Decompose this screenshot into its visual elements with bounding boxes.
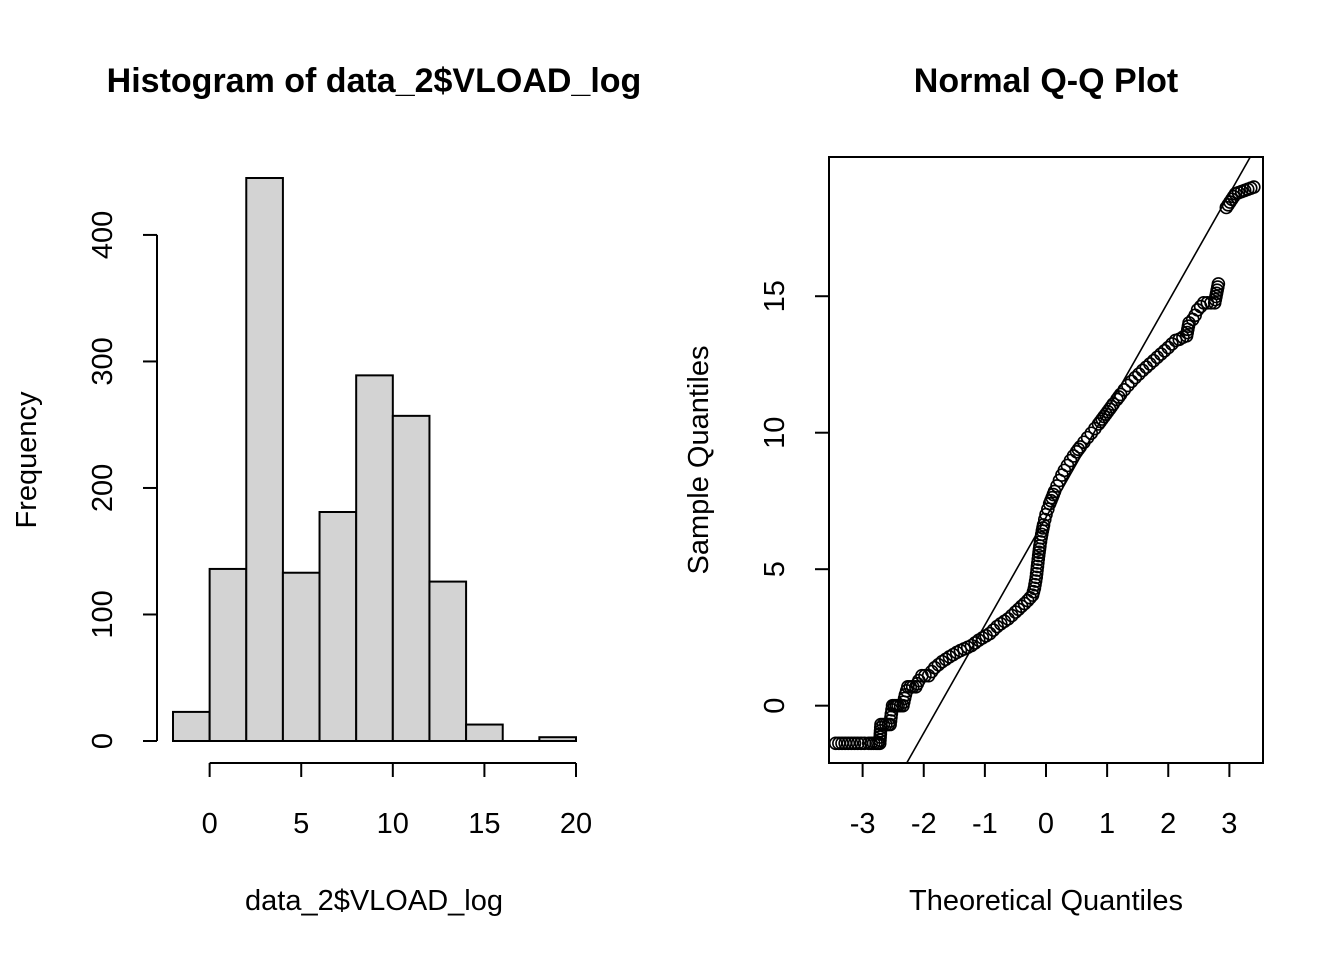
histogram-bar	[245, 177, 284, 742]
qq-point	[982, 626, 997, 641]
qq-point	[1150, 350, 1165, 365]
histogram-bar	[465, 723, 504, 742]
histogram-bar	[281, 571, 321, 743]
qq-y-tick-label: 5	[759, 561, 791, 577]
histogram-bar	[172, 710, 211, 742]
histogram-x-tick-label: 15	[468, 808, 500, 840]
histogram-y-tick-label: 400	[87, 211, 119, 259]
qq-x-tick-label: -1	[972, 808, 998, 840]
qq-plot-x-axis-label: Theoretical Quantiles	[909, 885, 1183, 917]
qq-point	[938, 652, 953, 667]
qq-point	[1036, 518, 1051, 532]
qq-plot-y-axis: 0 5 10 15	[759, 280, 830, 714]
histogram-x-tick-label: 20	[560, 808, 592, 840]
histogram-y-axis: 0 100 200 300 400	[87, 211, 158, 749]
histogram-y-axis-label: Frequency	[11, 391, 43, 529]
histogram-bar	[318, 511, 358, 743]
qq-point	[1113, 387, 1128, 402]
histogram-panel: Histogram of data_2$VLOAD_log data_2$VLO…	[11, 62, 641, 917]
qq-plot-panel: Normal Q-Q Plot Theoretical Quantiles Sa…	[683, 62, 1264, 917]
qq-point	[1165, 337, 1179, 351]
qq-x-tick-label: 0	[1038, 808, 1054, 840]
qq-x-tick-label: -3	[850, 808, 876, 840]
qq-y-tick-label: 15	[759, 280, 791, 312]
qq-point	[1077, 435, 1091, 450]
qq-plot-points	[828, 180, 1261, 751]
qq-point	[1161, 340, 1176, 355]
qq-point	[968, 636, 982, 650]
qq-point	[1247, 180, 1261, 194]
qq-point	[850, 736, 865, 751]
histogram-bar	[355, 374, 394, 742]
qq-y-tick-label: 0	[759, 698, 791, 714]
histogram-bars	[172, 177, 578, 743]
qq-x-tick-label: 2	[1160, 808, 1176, 840]
qq-y-tick-label: 10	[759, 417, 791, 449]
qq-reference-line	[906, 156, 1251, 764]
qq-point	[1157, 344, 1172, 358]
histogram-bar	[538, 736, 578, 742]
histogram-x-tick-label: 5	[293, 808, 309, 840]
histogram-x-tick-label: 0	[202, 808, 218, 840]
qq-point	[1135, 363, 1150, 378]
qq-point	[1121, 378, 1135, 393]
qq-point	[1124, 374, 1139, 389]
qq-point	[1128, 370, 1143, 385]
qq-point	[1132, 367, 1146, 381]
histogram-y-tick-label: 300	[87, 337, 119, 385]
qq-plot-y-axis-label: Sample Quantiles	[683, 346, 715, 575]
histogram-x-axis: 0 5 10 15 20	[202, 762, 592, 840]
qq-point	[935, 654, 949, 669]
qq-point	[1143, 357, 1157, 371]
qq-point	[1146, 353, 1161, 368]
qq-plot-x-axis: -3 -2 -1 0 1 2 3	[850, 762, 1237, 840]
qq-plot-title: Normal Q-Q Plot	[914, 62, 1178, 100]
histogram-x-tick-label: 10	[377, 808, 409, 840]
histogram-bar	[428, 580, 468, 742]
qq-x-tick-label: 3	[1221, 808, 1237, 840]
qq-point	[1084, 426, 1099, 441]
histogram-y-tick-label: 100	[87, 590, 119, 638]
qq-point	[993, 616, 1008, 631]
histogram-bar	[208, 567, 248, 742]
histogram-x-axis-label: data_2$VLOAD_log	[245, 885, 503, 917]
histogram-y-tick-label: 200	[87, 464, 119, 512]
histogram-title: Histogram of data_2$VLOAD_log	[107, 62, 642, 100]
qq-x-tick-label: 1	[1099, 808, 1115, 840]
qq-x-tick-label: -2	[911, 808, 937, 840]
qq-point	[1001, 612, 1015, 626]
histogram-bar	[391, 414, 431, 742]
qq-point	[1154, 347, 1168, 361]
qq-point	[1139, 360, 1154, 374]
qq-point	[918, 668, 932, 683]
qq-point	[1211, 277, 1226, 291]
histogram-y-tick-label: 0	[87, 733, 119, 749]
